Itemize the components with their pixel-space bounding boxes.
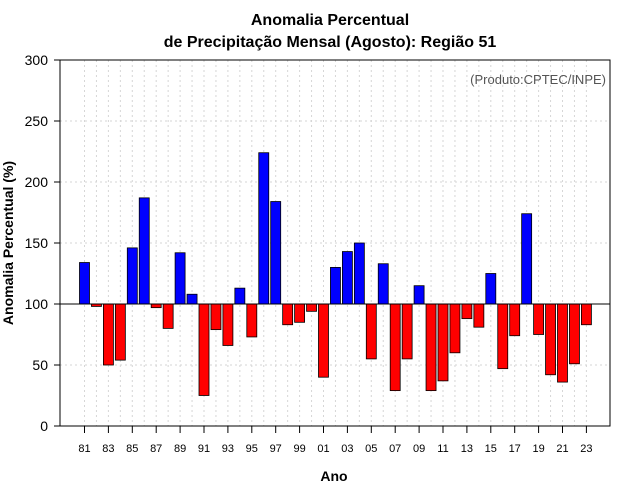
bar-16 — [497, 303, 509, 370]
y-tick-label: 250 — [25, 113, 49, 129]
bar-00 — [306, 303, 317, 312]
bar-89 — [174, 252, 186, 305]
bar-06 — [377, 263, 389, 305]
bar-07 — [389, 303, 401, 392]
bar-95 — [246, 303, 258, 338]
x-tick-label: 15 — [485, 443, 497, 455]
x-tick-label: 13 — [461, 443, 473, 455]
bar-03 — [341, 251, 353, 305]
x-tick-label: 81 — [78, 443, 90, 455]
bar-93 — [222, 303, 234, 346]
bar-18 — [521, 213, 533, 305]
bar-15 — [485, 273, 497, 305]
chart-title-line1: Anomalia Percentual — [251, 12, 409, 29]
x-tick-label: 99 — [293, 443, 305, 455]
x-tick-label: 05 — [365, 443, 377, 455]
x-axis-label: Ano — [320, 468, 347, 484]
bar-20 — [545, 303, 556, 376]
x-tick-label: 87 — [150, 443, 162, 455]
x-tick-label: 97 — [270, 443, 282, 455]
chart-title-line2: de Precipitação Mensal (Agosto): Região … — [164, 34, 497, 51]
bar-04 — [353, 242, 365, 305]
bars-layer — [79, 152, 592, 396]
bar-22 — [569, 303, 580, 365]
y-tick-label: 100 — [25, 296, 49, 312]
bar-02 — [330, 266, 341, 305]
bar-17 — [509, 303, 521, 337]
x-tick-label: 89 — [174, 443, 186, 455]
y-axis-label: Anomalia Percentual (%) — [0, 161, 16, 325]
x-tick-label: 91 — [198, 443, 210, 455]
bar-01 — [318, 303, 329, 378]
bar-10 — [425, 303, 437, 392]
bar-94 — [234, 287, 246, 305]
bar-87 — [150, 303, 162, 309]
bar-92 — [210, 303, 222, 331]
x-tick-label: 93 — [222, 443, 234, 455]
bar-19 — [533, 303, 544, 335]
bar-81 — [79, 262, 90, 305]
bar-99 — [294, 303, 306, 323]
x-tick-label: 83 — [102, 443, 114, 455]
x-tick-label: 17 — [509, 443, 521, 455]
y-tick-label: 50 — [32, 357, 48, 373]
bar-05 — [365, 303, 377, 360]
bar-91 — [198, 303, 210, 396]
x-tick-label: 19 — [532, 443, 544, 455]
bar-21 — [557, 303, 568, 383]
bar-08 — [401, 303, 413, 360]
y-axis: 0 50 100 150 200 250 300 — [25, 52, 60, 434]
y-tick-label: 0 — [40, 418, 48, 434]
x-tick-label: 01 — [317, 443, 329, 455]
bar-98 — [282, 303, 294, 326]
x-tick-label: 07 — [389, 443, 401, 455]
bar-23 — [581, 303, 592, 326]
source-note: (Produto:CPTEC/INPE) — [470, 72, 606, 87]
y-tick-label: 150 — [25, 235, 49, 251]
x-tick-label: 21 — [556, 443, 568, 455]
bar-90 — [186, 293, 198, 305]
bar-83 — [103, 303, 114, 366]
x-axis: 81 83 85 87 89 91 93 95 97 99 01 03 05 07 09 11 13 15 17 19… — [78, 426, 593, 455]
bar-88 — [162, 303, 174, 329]
bar-14 — [473, 303, 485, 328]
bar-09 — [413, 285, 425, 305]
bar-96 — [258, 152, 270, 305]
x-tick-label: 11 — [437, 443, 448, 455]
x-tick-label: 09 — [413, 443, 425, 455]
x-tick-label: 23 — [580, 443, 592, 455]
bar-13 — [461, 303, 473, 320]
bar-11 — [437, 303, 449, 382]
bar-97 — [270, 201, 282, 305]
bar-86 — [138, 197, 150, 305]
y-tick-label: 200 — [25, 174, 49, 190]
x-tick-label: 95 — [246, 443, 258, 455]
bar-84 — [114, 303, 126, 361]
bar-12 — [449, 303, 461, 354]
y-tick-label: 300 — [25, 52, 49, 68]
bar-85 — [126, 247, 138, 305]
x-tick-label: 03 — [341, 443, 353, 455]
x-tick-label: 85 — [126, 443, 138, 455]
